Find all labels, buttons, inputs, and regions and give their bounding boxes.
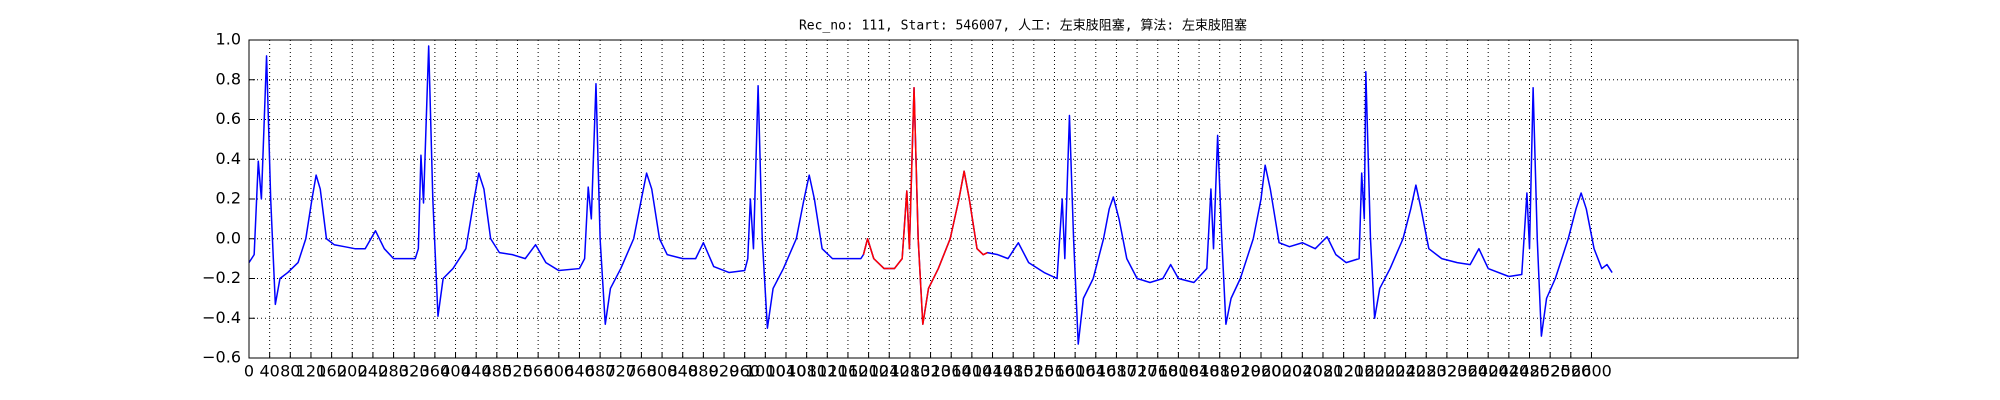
y-tick-label: −0.4 [202,308,241,327]
x-tick-label: 2160 [1344,362,1385,381]
x-tick-label: 1600 [1055,362,1096,381]
x-tick-label: 2280 [1406,362,1447,381]
x-tick-label: 2480 [1509,362,1550,381]
chart-title: Rec_no: 111, Start: 546007, 人工: 左束肢阻塞, 算… [799,18,1247,34]
plot-frame [248,39,1799,359]
x-tick-label: 1920 [1220,362,1261,381]
x-tick-label: 1160 [828,362,869,381]
x-tick-label: 2360 [1447,362,1488,381]
y-tick-label: −0.6 [202,348,241,367]
y-tick-label: 0.6 [216,109,241,128]
x-tick-label: 1400 [952,362,993,381]
x-tick-label: 1320 [910,362,951,381]
x-tick-label: 440 [461,362,492,381]
x-tick-label: 2000 [1261,362,1302,381]
x-tick-label: 760 [626,362,657,381]
x-tick-label: 680 [585,362,616,381]
y-tick-label: 1.0 [216,30,241,49]
x-tick-label: 1840 [1179,362,1220,381]
x-tick-label: 560 [523,362,554,381]
x-tick-label: 880 [688,362,719,381]
x-tick-label: 280 [378,362,409,381]
x-tick-label: 1720 [1117,362,1158,381]
x-tick-label: 1520 [1013,362,1054,381]
x-tick-label: 200 [337,362,368,381]
x-tick-label: 240 [358,362,389,381]
x-tick-label: 2520 [1530,362,1571,381]
x-tick-label: 2600 [1571,362,1612,381]
x-tick-label: 960 [729,362,760,381]
x-tick-label: 360 [420,362,451,381]
x-tick-label: 1640 [1075,362,1116,381]
x-tick-label: 2320 [1427,362,1468,381]
x-tick-label: 640 [564,362,595,381]
x-tick-label: 840 [667,362,698,381]
x-tick-label: 1000 [745,362,786,381]
x-tick-label: 1800 [1158,362,1199,381]
x-tick-label: 2120 [1323,362,1364,381]
y-tick-label: −0.2 [202,268,241,287]
x-tick-label: 1760 [1137,362,1178,381]
x-tick-label: 1680 [1096,362,1137,381]
x-tick-label: 1280 [890,362,931,381]
x-tick-label: 400 [440,362,471,381]
x-tick-label: 320 [399,362,430,381]
x-tick-label: 1480 [993,362,1034,381]
x-tick-label: 1560 [1034,362,1075,381]
y-tick-label: 0.2 [216,189,241,208]
x-tick-label: 800 [647,362,678,381]
y-tick-label: 0.8 [216,69,241,88]
x-tick-label: 1040 [766,362,807,381]
x-tick-label: 2080 [1303,362,1344,381]
x-tick-label: 600 [544,362,575,381]
x-tick-label: 120 [296,362,327,381]
x-tick-label: 2440 [1488,362,1529,381]
x-tick-label: 2040 [1282,362,1323,381]
x-tick-label: 2240 [1385,362,1426,381]
x-tick-label: 2200 [1365,362,1406,381]
x-tick-label: 2400 [1468,362,1509,381]
x-tick-label: 1960 [1241,362,1282,381]
x-tick-label: 1080 [786,362,827,381]
x-tick-label: 0 [244,362,254,381]
y-tick-label: 0.0 [216,228,241,247]
x-tick-label: 1360 [931,362,972,381]
x-tick-label: 520 [502,362,533,381]
x-tick-label: 1880 [1199,362,1240,381]
x-tick-label: 480 [482,362,513,381]
x-tick-label: 80 [280,362,300,381]
x-tick-label: 720 [605,362,636,381]
series-line [862,86,988,325]
x-tick-label: 1240 [869,362,910,381]
x-tick-label: 920 [709,362,740,381]
x-tick-label: 40 [259,362,279,381]
x-tick-label: 160 [316,362,347,381]
x-tick-label: 1120 [807,362,848,381]
x-tick-label: 2560 [1550,362,1591,381]
x-tick-label: 1200 [848,362,889,381]
y-tick-label: 0.4 [216,149,241,168]
x-tick-label: 1440 [972,362,1013,381]
